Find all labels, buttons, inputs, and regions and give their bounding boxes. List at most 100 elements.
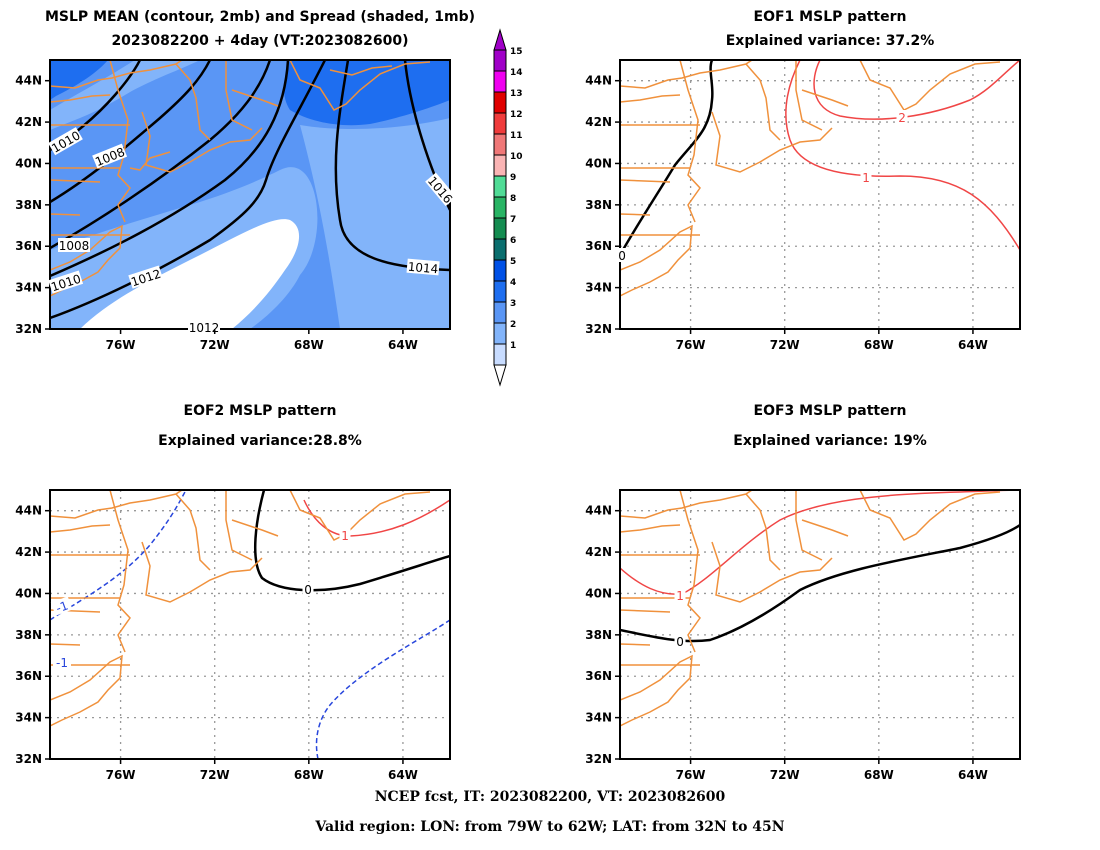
spread-colorbar: 15 14 13 12 11 10 9 8 7 6 5 4 3 2 1 [493, 28, 523, 387]
lat-tick-label: 34N [15, 281, 42, 295]
coastline-panel2 [620, 60, 1001, 297]
colorbar-swatch [493, 175, 507, 198]
colorbar-label: 14 [510, 68, 523, 78]
colorbar-swatch [493, 322, 507, 345]
colorbar-label: 3 [510, 299, 516, 309]
eof1-contour-zero [620, 60, 714, 256]
lat-tick-label: 36N [585, 239, 612, 253]
lon-tick-label: 72W [770, 338, 800, 352]
coastline-panel4 [620, 490, 1001, 727]
colorbar-label: 13 [510, 89, 523, 99]
lat-tick-label: 38N [585, 628, 612, 642]
spread-shading-2-e [300, 118, 450, 329]
colorbar-label: 9 [510, 173, 516, 183]
colorbar-label: 10 [510, 152, 523, 162]
lon-tick-label: 72W [200, 768, 230, 782]
contour-label: 0 [674, 634, 686, 649]
contour-label: 1014 [406, 258, 440, 277]
panel4-title-line1: EOF3 MSLP pattern [753, 403, 907, 419]
colorbar-swatch [493, 133, 507, 156]
eof3-contour-zero [620, 523, 1020, 643]
svg-text:-1: -1 [54, 598, 70, 615]
lat-tick-label: 38N [15, 198, 42, 212]
panel2-title-line1: EOF1 MSLP pattern [753, 9, 907, 25]
lat-tick-label: 42N [15, 545, 42, 559]
lat-tick-label: 40N [585, 156, 612, 170]
panel2-title-line2: Explained variance: 37.2% [725, 33, 935, 49]
mslp-contour-1012-b [50, 60, 327, 320]
colorbar-swatch [493, 154, 507, 177]
lat-tick-label: 42N [585, 545, 612, 559]
lat-tick-label: 36N [15, 669, 42, 683]
colorbar-swatch [493, 112, 507, 135]
spread-shading-4-ne [283, 60, 450, 126]
eof2-contour-zero [253, 490, 450, 592]
lat-tick-label: 44N [15, 504, 42, 518]
colorbar-swatch [493, 70, 507, 93]
contour-label: 0 [302, 582, 314, 597]
lat-tick-label: 36N [15, 239, 42, 253]
contour-label: 2 [896, 110, 908, 125]
panel4-map: 10 [619, 489, 1021, 760]
colorbar-swatch [493, 259, 507, 282]
svg-text:0: 0 [618, 249, 626, 263]
panel4-title-line2: Explained variance: 19% [733, 433, 927, 449]
lon-tick-label: 64W [958, 768, 988, 782]
panel1-title-line2: 2023082200 + 4day (VT:2023082600) [111, 33, 409, 49]
lat-tick-label: 44N [15, 74, 42, 88]
colorbar-top-arrow [493, 28, 507, 51]
colorbar-label: 15 [510, 47, 523, 57]
svg-text:1014: 1014 [407, 260, 439, 277]
lon-tick-label: 72W [200, 338, 230, 352]
eof1-contour-1 [785, 60, 1020, 251]
panel1-title-line1: MSLP MEAN (contour, 2mb) and Spread (sha… [45, 9, 475, 25]
colorbar-swatch [493, 91, 507, 114]
lat-tick-label: 42N [585, 115, 612, 129]
footer-valid-region: Valid region: LON: from 79W to 62W; LAT:… [315, 819, 785, 835]
contour-label: 1012 [188, 320, 220, 335]
spread-shading-2-n [50, 60, 200, 130]
colorbar-swatch [493, 238, 507, 261]
lat-tick-label: 38N [585, 198, 612, 212]
lat-tick-label: 36N [585, 669, 612, 683]
colorbar-label: 12 [510, 110, 523, 120]
colorbar-swatch [493, 196, 507, 219]
svg-text:1: 1 [862, 171, 870, 185]
lat-tick-label: 32N [585, 752, 612, 766]
eof3-contour-1 [620, 490, 1020, 595]
lat-tick-label: 34N [15, 711, 42, 725]
svg-text:1008: 1008 [59, 239, 90, 253]
contour-label: -1 [53, 655, 71, 670]
panel3-title-line2: Explained variance:28.8% [158, 433, 362, 449]
colorbar-swatch [493, 280, 507, 303]
eof2-contour-neg1-south [315, 619, 450, 759]
contour-label: 1 [860, 170, 872, 185]
spread-shading-1-white [80, 219, 300, 329]
lon-tick-label: 68W [294, 338, 324, 352]
panel2-frame [619, 59, 1021, 330]
contour-label: 1 [339, 528, 351, 543]
colorbar-label: 6 [510, 236, 516, 246]
contour-label: 0 [616, 248, 628, 263]
coastline-panel1 [50, 60, 431, 297]
colorbar-label: 2 [510, 320, 516, 330]
colorbar-label: 7 [510, 215, 516, 225]
svg-text:0: 0 [676, 635, 684, 649]
panel4-frame [619, 489, 1021, 760]
eof2-contour-1 [303, 499, 450, 537]
lon-tick-label: 76W [106, 768, 136, 782]
lat-tick-label: 32N [15, 322, 42, 336]
colorbar-bottom-arrow [493, 364, 507, 387]
lat-tick-label: 44N [585, 74, 612, 88]
colorbar-swatch [493, 49, 507, 72]
footer-forecast-info: NCEP fcst, IT: 2023082200, VT: 202308260… [374, 789, 726, 805]
lat-tick-label: 44N [585, 504, 612, 518]
colorbar-swatch [493, 343, 507, 366]
lon-tick-label: 76W [676, 338, 706, 352]
lon-tick-label: 76W [106, 338, 136, 352]
lon-tick-label: 72W [770, 768, 800, 782]
lat-tick-label: 32N [585, 322, 612, 336]
panel3-frame [49, 489, 451, 760]
lat-tick-label: 40N [585, 586, 612, 600]
